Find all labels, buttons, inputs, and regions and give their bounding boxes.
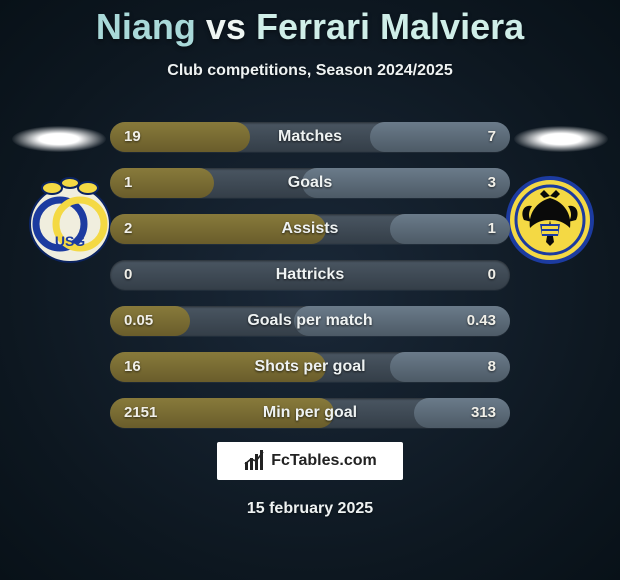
title-player1: Niang (96, 6, 196, 47)
stat-label: Assists (110, 214, 510, 244)
stat-label: Shots per goal (110, 352, 510, 382)
comparison-date: 15 february 2025 (0, 500, 620, 518)
crest-right-svg (506, 176, 594, 264)
crest-shadow-left (12, 126, 106, 152)
stats-container: 197Matches 13Goals 21Assists 00Hattricks 0.0… (110, 122, 510, 444)
crest-left: USG (26, 176, 114, 264)
stat-label: Hattricks (110, 260, 510, 290)
brand-badge: FcTables.com (217, 442, 403, 480)
stat-row: 168Shots per goal (110, 352, 510, 382)
stat-row: 13Goals (110, 168, 510, 198)
stat-label: Goals per match (110, 306, 510, 336)
stat-row: 2151313Min per goal (110, 398, 510, 428)
stat-row: 197Matches (110, 122, 510, 152)
crest-right (506, 176, 594, 264)
brand-icon (243, 450, 265, 472)
svg-text:USG: USG (55, 233, 85, 249)
stat-row: 21Assists (110, 214, 510, 244)
crest-shadow-right (514, 126, 608, 152)
crest-left-svg: USG (26, 176, 114, 264)
stat-row: 0.050.43Goals per match (110, 306, 510, 336)
comparison-card: Niang vs Ferrari Malviera Club competiti… (0, 0, 620, 580)
page-title: Niang vs Ferrari Malviera (0, 6, 620, 48)
stat-label: Min per goal (110, 398, 510, 428)
stat-row: 00Hattricks (110, 260, 510, 290)
title-vs: vs (206, 6, 246, 47)
title-player2: Ferrari Malviera (256, 6, 524, 47)
brand-label: FcTables.com (271, 452, 377, 470)
subtitle: Club competitions, Season 2024/2025 (0, 62, 620, 80)
stat-label: Goals (110, 168, 510, 198)
stat-label: Matches (110, 122, 510, 152)
